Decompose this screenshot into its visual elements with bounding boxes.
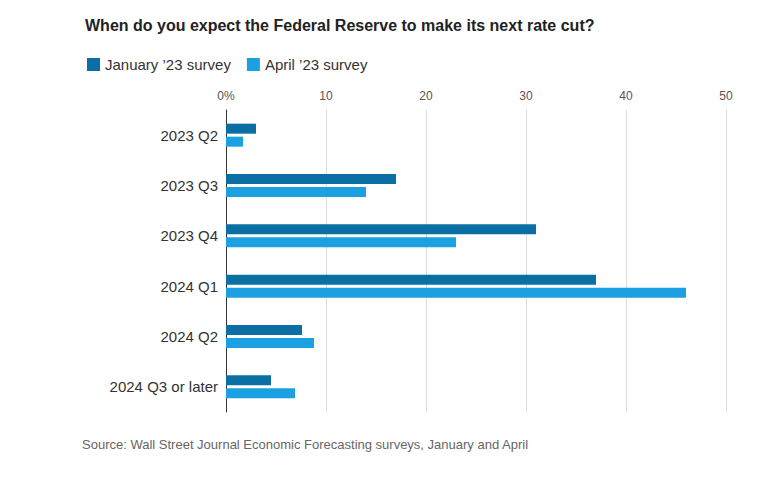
- svg-text:2023 Q2: 2023 Q2: [160, 127, 218, 144]
- svg-text:2023 Q3: 2023 Q3: [160, 177, 218, 194]
- svg-text:January ’23 survey: January ’23 survey: [105, 56, 231, 73]
- svg-text:0%: 0%: [217, 89, 235, 103]
- svg-text:20: 20: [419, 89, 433, 103]
- svg-text:Source: Wall Street Journal Ec: Source: Wall Street Journal Economic For…: [82, 437, 528, 452]
- svg-text:40: 40: [619, 89, 633, 103]
- svg-text:10: 10: [319, 89, 333, 103]
- svg-text:30: 30: [519, 89, 533, 103]
- svg-text:50: 50: [719, 89, 733, 103]
- svg-text:2024 Q3 or later: 2024 Q3 or later: [110, 378, 218, 395]
- svg-text:When do you expect the Federal: When do you expect the Federal Reserve t…: [85, 17, 594, 34]
- svg-text:2023 Q4: 2023 Q4: [160, 227, 218, 244]
- svg-text:2024 Q1: 2024 Q1: [160, 278, 218, 295]
- svg-text:April ’23 survey: April ’23 survey: [265, 56, 368, 73]
- svg-text:2024 Q2: 2024 Q2: [160, 328, 218, 345]
